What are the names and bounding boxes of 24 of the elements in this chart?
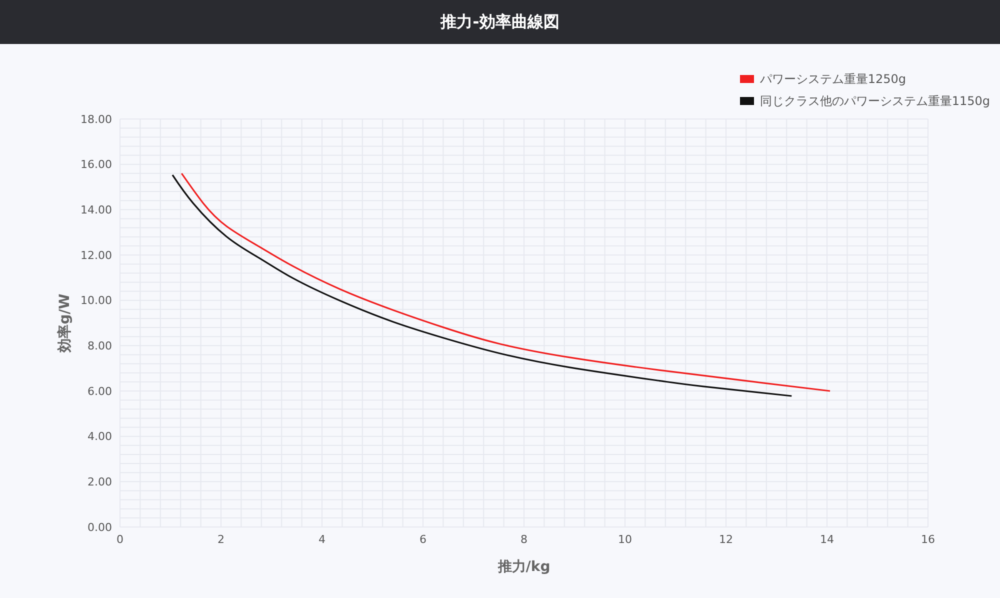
x-tick-label: 14: [820, 532, 834, 546]
y-axis-title: 効率g/W: [56, 294, 73, 354]
x-tick-label: 8: [520, 532, 528, 546]
x-tick-label: 6: [420, 532, 426, 546]
y-tick-label: 6.00: [88, 384, 112, 398]
y-tick-label: 18.00: [80, 112, 112, 126]
y-tick-label: 4.00: [88, 430, 112, 444]
y-tick-label: 14.00: [80, 204, 112, 217]
x-tick-label: 2: [218, 532, 224, 546]
x-tick-label: 4: [318, 532, 326, 546]
legend-label: パワーシステム重量1250g: [760, 70, 906, 88]
legend-label: 同じクラス他のパワーシステム重量1150g: [760, 92, 990, 110]
x-tick-label: 10: [618, 532, 632, 546]
y-tick-label: 10.00: [80, 294, 112, 308]
chart-title: 推力-効率曲線図: [440, 12, 560, 32]
y-tick-label: 0.00: [88, 520, 112, 534]
x-tick-label: 0: [116, 532, 124, 546]
y-tick-label: 12.00: [80, 248, 112, 262]
x-tick-label: 16: [921, 532, 935, 546]
y-tick-label: 8.00: [88, 340, 112, 353]
x-tick-label: 12: [719, 532, 733, 546]
y-tick-label: 16.00: [80, 158, 112, 172]
y-tick-label: 2.00: [88, 476, 112, 489]
x-axis-title: 推力/kg: [496, 558, 550, 575]
